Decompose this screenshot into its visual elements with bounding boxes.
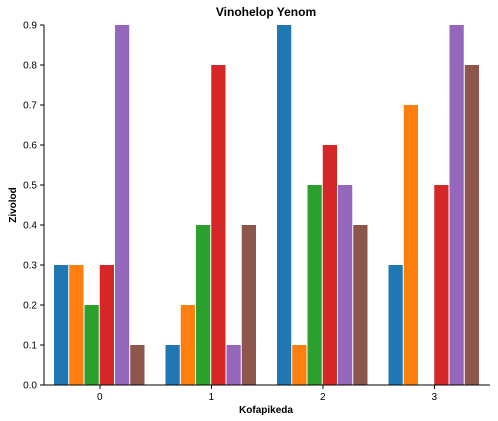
bar-series-3-category-0 <box>99 265 114 385</box>
bar-series-5-category-1 <box>241 225 256 385</box>
y-tick-label: 0.3 <box>23 261 37 272</box>
bar-series-4-category-3 <box>449 25 464 385</box>
bar-series-0-category-0 <box>54 265 69 385</box>
x-tick-label: 3 <box>431 392 437 403</box>
bar-series-3-category-3 <box>434 185 449 385</box>
bar-series-1-category-3 <box>403 105 418 385</box>
bar-series-2-category-2 <box>307 185 322 385</box>
x-tick-label: 2 <box>320 392 326 403</box>
bar-series-4-category-2 <box>338 185 353 385</box>
y-tick-label: 0.0 <box>23 381 37 392</box>
bar-series-3-category-2 <box>322 145 337 385</box>
bar-series-2-category-1 <box>196 225 211 385</box>
x-axis: 0 1 2 3 <box>44 384 490 403</box>
bar-series-2-category-0 <box>84 305 99 385</box>
bar-series-5-category-2 <box>353 225 368 385</box>
x-tick-label: 0 <box>97 392 103 403</box>
y-tick-label: 0.8 <box>23 61 37 72</box>
bar-series-1-category-0 <box>69 265 84 385</box>
bar-series-0-category-3 <box>388 265 403 385</box>
y-tick-label: 0.9 <box>23 21 37 32</box>
y-tick-label: 0.6 <box>23 141 37 152</box>
y-tick-label: 0.2 <box>23 301 37 312</box>
y-tick-label: 0.5 <box>23 181 37 192</box>
y-tick-label: 0.1 <box>23 341 37 352</box>
bars-group <box>54 25 479 385</box>
bar-series-5-category-0 <box>130 345 145 385</box>
bar-series-4-category-1 <box>226 345 241 385</box>
bar-series-0-category-1 <box>165 345 180 385</box>
bar-series-1-category-2 <box>292 345 307 385</box>
bar-series-0-category-2 <box>277 25 292 385</box>
bar-series-1-category-1 <box>180 305 195 385</box>
bar-series-3-category-1 <box>211 65 226 385</box>
y-tick-label: 0.7 <box>23 101 37 112</box>
y-tick-label: 0.4 <box>23 221 37 232</box>
chart-title: Vinohelop Yenom <box>216 5 316 19</box>
bar-series-4-category-0 <box>115 25 130 385</box>
x-axis-title: Kofapikeda <box>239 405 293 416</box>
y-axis: 0.0 0.1 0.2 0.3 0.4 0.5 0.6 0.7 0.8 0.9 <box>23 21 45 392</box>
y-axis-title: Zivolod <box>8 187 19 223</box>
bar-series-5-category-3 <box>464 65 479 385</box>
x-tick-label: 1 <box>208 392 214 403</box>
